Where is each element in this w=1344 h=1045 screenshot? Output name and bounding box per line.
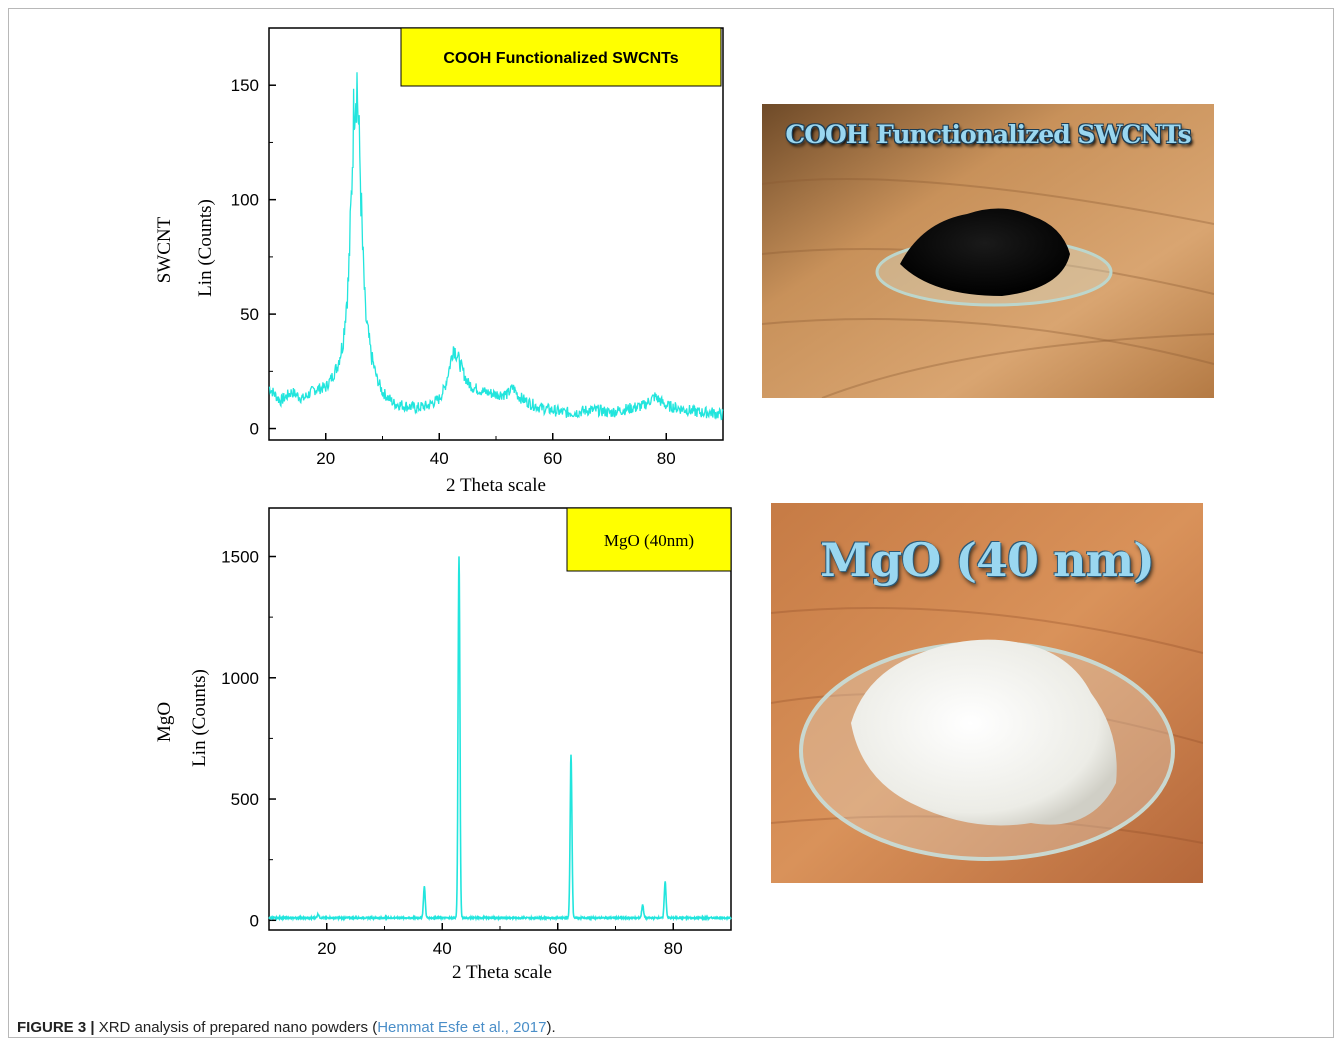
chart1-legend-text: COOH Functionalized SWCNTs (443, 50, 678, 67)
figure-label: FIGURE 3 | (17, 1019, 95, 1036)
chart2-ytick-label: 500 (231, 790, 259, 809)
white-powder-pile (851, 639, 1117, 826)
chart2-ytick-label: 0 (250, 911, 259, 930)
chart1-trace (268, 72, 724, 421)
mgo-powder-photo: MgO (40 nm) (771, 503, 1203, 883)
chart2-legend-text: MgO (40nm) (604, 531, 694, 550)
chart2-trace (268, 556, 732, 922)
chart1-ytick-label: 0 (250, 420, 259, 439)
chart1-ylabel-outer: SWCNT (154, 216, 175, 283)
chart1-ytick-label: 50 (240, 305, 259, 324)
chart1-xtick-label: 60 (543, 449, 562, 468)
mgo-xrd-chart: MgO (40nm) 20 40 60 80 0 500 1000 1500 2 Theta … (154, 507, 732, 983)
figure-caption-tail: ). (546, 1019, 556, 1036)
figure-reference-link[interactable]: Hemmat Esfe et al., 2017 (377, 1019, 547, 1036)
chart2-ytick-label: 1000 (221, 669, 259, 688)
chart2-series-line (268, 556, 732, 922)
chart2-xtick-label: 80 (664, 939, 683, 958)
swcnt-xrd-chart: COOH Functionalized SWCNTs 20 40 60 80 0 50 10… (154, 27, 724, 496)
swcnt-photo-image (762, 104, 1214, 398)
chart2-xtick-label: 20 (317, 939, 336, 958)
chart2-xlabel: 2 Theta scale (452, 962, 552, 983)
chart1-ticks: 20 40 60 80 0 50 100 150 (231, 76, 724, 468)
chart1-legend-box (400, 27, 722, 87)
mgo-photo-image (771, 503, 1203, 883)
chart2-xtick-label: 60 (548, 939, 567, 958)
chart1-xtick-label: 40 (430, 449, 449, 468)
chart2-legend-box (566, 507, 732, 572)
chart1-plot-area (268, 27, 724, 441)
figure-frame (8, 8, 1334, 1038)
chart1-series-line (268, 72, 724, 421)
figure-caption: FIGURE 3 | XRD analysis of prepared nano… (17, 1019, 556, 1036)
swcnt-powder-photo: COOH Functionalized SWCNTs (762, 104, 1214, 398)
chart2-ylabel: Lin (Counts) (189, 669, 210, 767)
chart1-ylabel: Lin (Counts) (195, 199, 216, 297)
chart1-ytick-label: 100 (231, 191, 259, 210)
chart2-ticks: 20 40 60 80 0 500 1000 1500 (221, 548, 732, 958)
chart1-xtick-label: 80 (657, 449, 676, 468)
chart2-xtick-label: 40 (433, 939, 452, 958)
chart2-ytick-label: 1500 (221, 548, 259, 567)
chart2-ylabel-outer: MgO (154, 702, 175, 742)
chart1-xtick-label: 20 (316, 449, 335, 468)
chart1-xlabel: 2 Theta scale (446, 475, 546, 496)
mgo-photo-caption: MgO (40 nm) (820, 533, 1155, 587)
swcnt-photo-caption: COOH Functionalized SWCNTs (785, 120, 1191, 149)
black-powder-pile (900, 208, 1070, 296)
figure-caption-text: XRD analysis of prepared nano powders ( (94, 1019, 378, 1036)
chart1-ytick-label: 150 (231, 76, 259, 95)
